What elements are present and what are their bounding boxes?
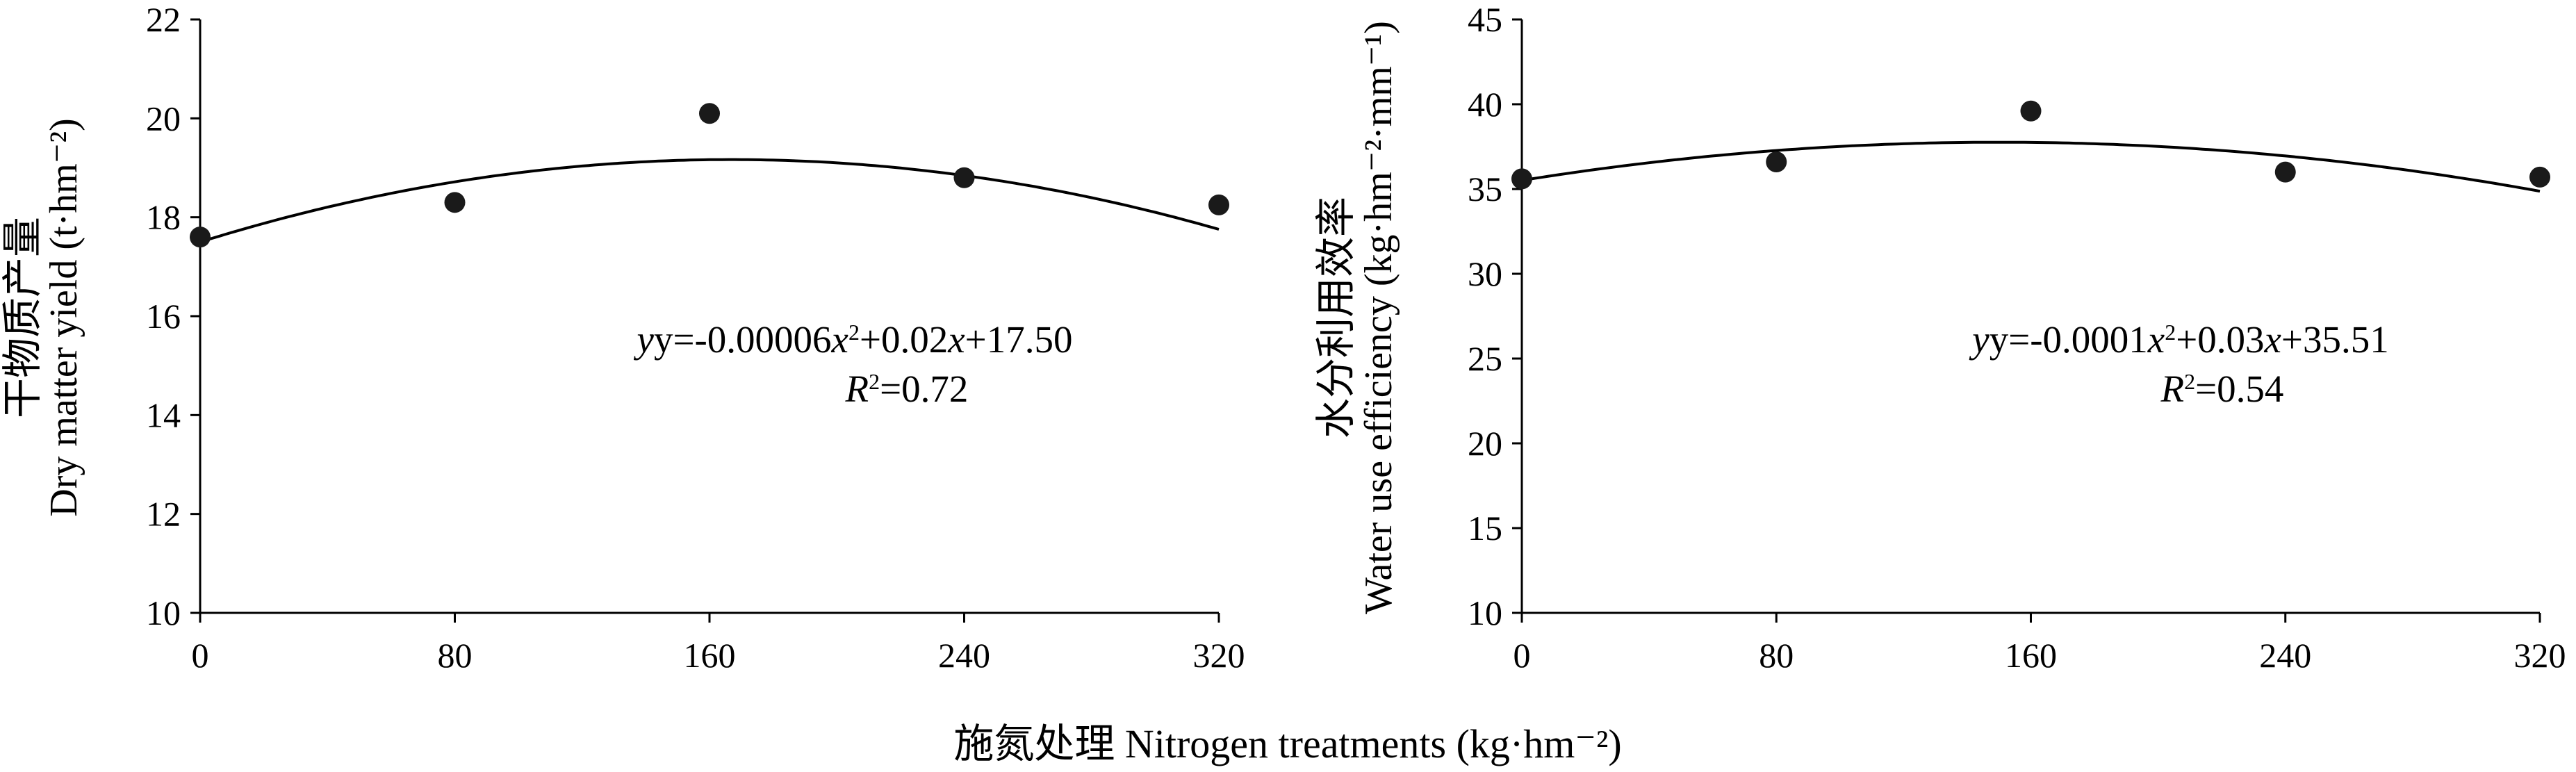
data-point xyxy=(699,103,720,124)
y-tick-label: 30 xyxy=(1468,254,1502,293)
x-tick-label: 320 xyxy=(2514,636,2566,675)
panel-dry-matter: 0 80 160 240 320 10 12 14 16 18 20 22 干物质产量 Dry ma… xyxy=(0,0,1245,675)
y-axis-label-cn: 干物质产量 xyxy=(0,217,45,418)
y-tick-label: 20 xyxy=(146,99,181,138)
fit-equation: yy=-0.00006x2+0.02x+17.50 xyxy=(634,318,1073,361)
y-axis-label-cn: 水分利用效率 xyxy=(1313,197,1359,438)
r-squared: R2=0.72 xyxy=(845,368,969,410)
data-point xyxy=(444,192,466,213)
fit-equation: yy=-0.0001x2+0.03x+35.51 xyxy=(1969,318,2388,361)
data-point xyxy=(2274,161,2296,183)
data-point xyxy=(2529,166,2550,188)
y-tick-label: 25 xyxy=(1468,339,1502,378)
y-tick-label: 22 xyxy=(146,0,181,39)
x-tick-label: 240 xyxy=(938,636,990,675)
data-point xyxy=(1766,151,1787,172)
panel-water-use-efficiency: 0 80 160 240 320 10 15 20 25 30 35 40 45 水分利用效率 Wat… xyxy=(1313,0,2566,675)
y-axis-label-en: Water use efficiency (kg·hm⁻²·mm⁻¹) xyxy=(1357,21,1400,614)
x-tick-label: 80 xyxy=(1759,636,1794,675)
y-tick-label: 18 xyxy=(146,198,181,237)
x-tick-label: 320 xyxy=(1193,636,1245,675)
fit-curve xyxy=(199,158,1220,244)
x-axis-label: 施氮处理 Nitrogen treatments (kg·hm⁻²) xyxy=(953,721,1621,766)
r-squared: R2=0.54 xyxy=(2160,368,2284,410)
y-tick-label: 45 xyxy=(1468,0,1502,39)
data-point xyxy=(190,227,211,248)
x-tick-label: 0 xyxy=(192,636,209,675)
data-point xyxy=(2020,100,2042,122)
y-tick-label: 14 xyxy=(146,395,181,434)
fit-curve xyxy=(1521,140,2541,193)
x-tick-label: 80 xyxy=(438,636,473,675)
y-tick-label: 20 xyxy=(1468,424,1502,463)
y-tick-label: 15 xyxy=(1468,509,1502,548)
y-tick-label: 10 xyxy=(1468,593,1502,632)
x-tick-label: 160 xyxy=(2005,636,2057,675)
y-tick-label: 12 xyxy=(146,495,181,534)
x-tick-label: 240 xyxy=(2259,636,2311,675)
y-tick-label: 16 xyxy=(146,297,181,336)
y-tick-label: 35 xyxy=(1468,170,1502,208)
y-axis-label-en: Dry matter yield (t·hm⁻²) xyxy=(42,118,85,517)
x-tick-label: 160 xyxy=(684,636,736,675)
data-point xyxy=(953,167,975,188)
data-point xyxy=(1511,168,1532,190)
y-tick-label: 10 xyxy=(146,593,181,632)
data-point xyxy=(1208,194,1229,215)
x-tick-label: 0 xyxy=(1513,636,1531,675)
y-tick-label: 40 xyxy=(1468,85,1502,124)
